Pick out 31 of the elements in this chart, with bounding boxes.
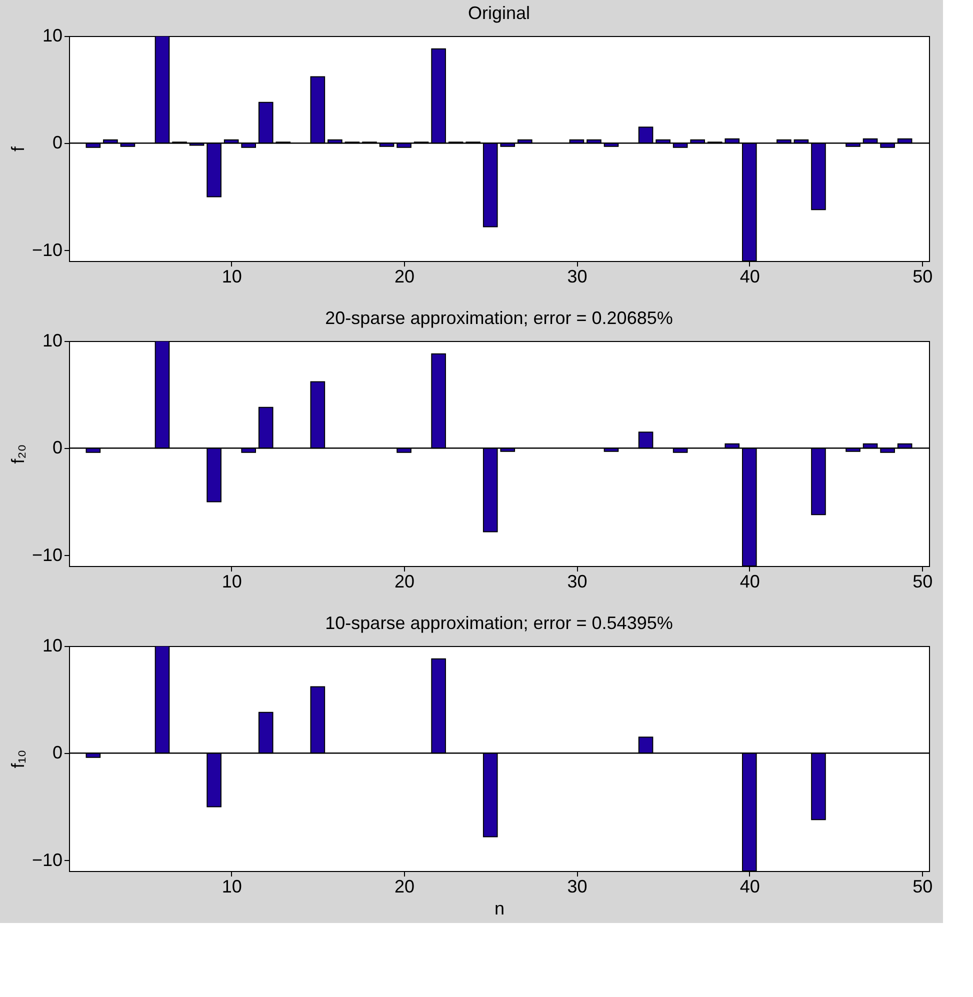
- x-tick-label: 20: [394, 572, 415, 592]
- y-tick-label: 0: [52, 132, 62, 153]
- y-tick-label: −10: [32, 850, 62, 870]
- x-tick-label: 40: [740, 572, 760, 592]
- chart-title: 10-sparse approximation; error = 0.54395%: [325, 613, 673, 633]
- x-tick-label: 10: [222, 876, 242, 896]
- x-tick-label: 40: [740, 876, 760, 896]
- x-tick-label: 20: [394, 266, 415, 286]
- y-tick-label: 10: [42, 26, 62, 46]
- x-tick-label: 30: [567, 572, 588, 592]
- x-tick-label: 30: [567, 876, 588, 896]
- chart-title: 20-sparse approximation; error = 0.20685%: [325, 308, 673, 328]
- x-tick-label: 30: [567, 266, 588, 286]
- x-tick-label: 20: [394, 876, 415, 896]
- y-tick-label: 10: [42, 636, 62, 656]
- x-tick-label: 40: [740, 266, 760, 286]
- x-tick-label: 10: [222, 572, 242, 592]
- chart-title: Original: [468, 3, 530, 23]
- y-axis-title: f₂₀: [8, 444, 28, 464]
- y-axis-title: f₁₀: [8, 750, 28, 768]
- y-tick-label: 0: [52, 438, 62, 458]
- y-tick-label: 0: [52, 742, 62, 763]
- y-tick-label: −10: [32, 544, 62, 565]
- x-axis-title: n: [494, 898, 505, 918]
- y-axis-title: f: [8, 146, 28, 152]
- x-tick-label: 10: [222, 266, 242, 286]
- y-tick-label: −10: [32, 240, 62, 260]
- x-tick-label: 50: [912, 876, 933, 896]
- x-tick-label: 50: [912, 572, 933, 592]
- x-tick-label: 50: [912, 266, 933, 286]
- y-tick-label: 10: [42, 330, 62, 350]
